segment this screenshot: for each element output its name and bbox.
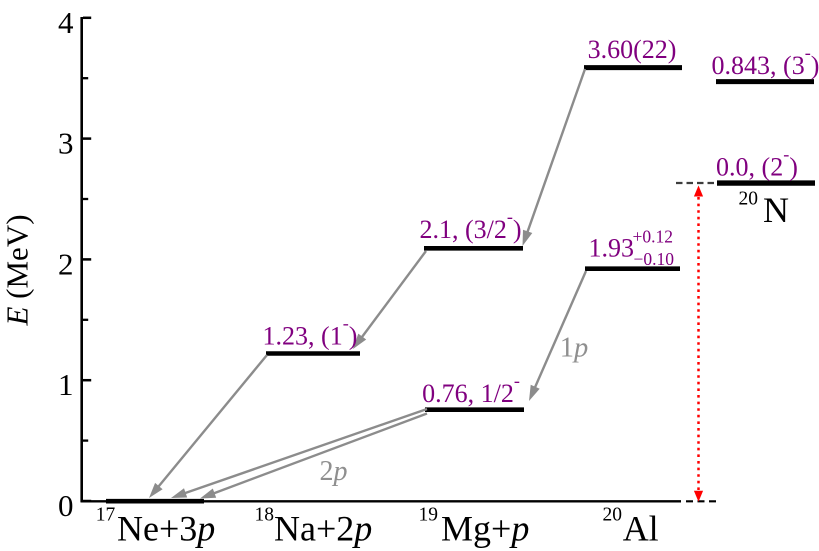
- svg-text:2p: 2p: [320, 456, 348, 487]
- svg-text:Mg+p: Mg+p: [441, 509, 529, 549]
- svg-text:Al: Al: [623, 509, 659, 549]
- svg-text:3: 3: [58, 126, 74, 161]
- svg-text:20: 20: [739, 189, 759, 210]
- svg-text:20: 20: [603, 505, 623, 526]
- svg-text:3.60(22): 3.60(22): [588, 35, 677, 64]
- svg-text:Ne+3p: Ne+3p: [117, 509, 215, 549]
- svg-text:1: 1: [58, 367, 74, 402]
- svg-text:4: 4: [58, 5, 74, 40]
- svg-text:1p: 1p: [560, 332, 589, 363]
- svg-text:17: 17: [96, 505, 116, 526]
- svg-text:1.93: 1.93: [589, 234, 635, 263]
- svg-text:E (MeV): E (MeV): [0, 214, 35, 326]
- svg-text:2: 2: [58, 246, 74, 281]
- svg-text:N: N: [763, 190, 789, 230]
- svg-text:0: 0: [58, 488, 74, 523]
- svg-text:18: 18: [255, 505, 275, 526]
- svg-text:Na+2p: Na+2p: [274, 509, 372, 549]
- svg-text:−0.10: −0.10: [634, 249, 675, 269]
- svg-text:19: 19: [419, 505, 439, 526]
- svg-text:+0.12: +0.12: [633, 227, 674, 247]
